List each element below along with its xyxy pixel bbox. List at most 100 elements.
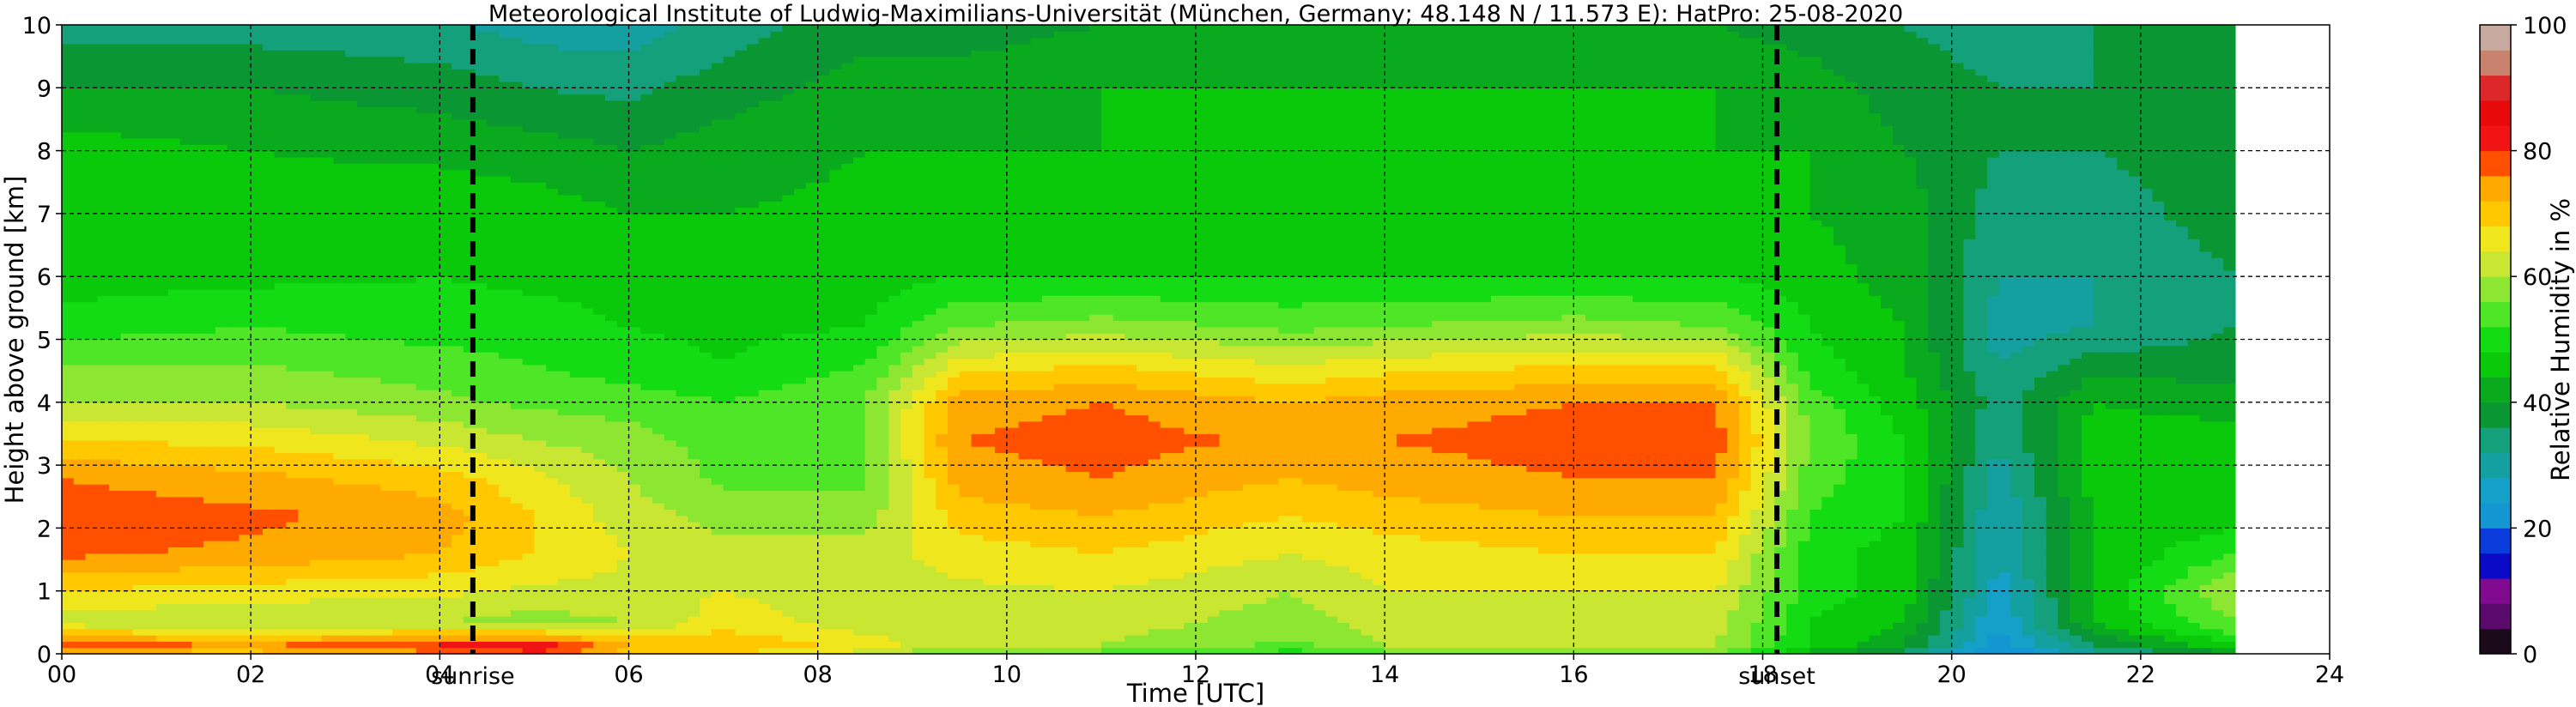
heatmap-cell — [333, 647, 346, 654]
heatmap-cell — [427, 314, 440, 322]
heatmap-cell — [368, 163, 382, 171]
heatmap-cell — [357, 515, 370, 523]
heatmap-cell — [604, 420, 618, 428]
heatmap-cell — [510, 345, 524, 353]
heatmap-cell — [616, 647, 630, 654]
heatmap-cell — [546, 43, 559, 51]
heatmap-cell — [452, 522, 464, 529]
heatmap-cell — [73, 622, 87, 630]
heatmap-cell — [368, 251, 382, 258]
heatmap-cell — [73, 578, 87, 585]
heatmap-cell — [546, 383, 559, 390]
heatmap-cell — [62, 390, 75, 397]
heatmap-cell — [463, 220, 476, 227]
heatmap-cell — [463, 144, 476, 152]
heatmap-cell — [499, 226, 512, 233]
heatmap-cell — [262, 408, 276, 416]
heatmap-cell — [262, 81, 276, 88]
heatmap-cell — [167, 490, 181, 498]
heatmap-cell — [167, 50, 181, 57]
heatmap-cell — [309, 578, 323, 585]
heatmap-cell — [227, 622, 240, 630]
heatmap-cell — [427, 402, 440, 409]
heatmap-cell — [546, 94, 559, 101]
heatmap-cell — [640, 94, 653, 101]
heatmap-cell — [227, 137, 240, 145]
heatmap-cell — [109, 220, 122, 227]
heatmap-cell — [156, 207, 169, 215]
heatmap-cell — [557, 257, 571, 265]
heatmap-cell — [227, 509, 240, 517]
heatmap-cell — [616, 251, 630, 258]
heatmap-cell — [321, 144, 335, 152]
heatmap-cell — [380, 118, 393, 126]
heatmap-cell — [85, 131, 98, 139]
heatmap-cell — [452, 496, 464, 504]
heatmap-cell — [239, 75, 252, 82]
heatmap-cell — [534, 251, 547, 258]
heatmap-cell — [593, 125, 606, 133]
heatmap-cell — [167, 112, 181, 120]
heatmap-cell — [345, 194, 358, 202]
heatmap-cell — [357, 541, 370, 547]
heatmap-cell — [427, 239, 440, 246]
heatmap-cell — [333, 69, 346, 76]
heatmap-cell — [452, 396, 464, 403]
heatmap-cell — [215, 100, 228, 107]
heatmap-cell — [522, 616, 536, 623]
heatmap-area — [62, 25, 2236, 654]
heatmap-cell — [345, 647, 358, 654]
heatmap-cell — [616, 333, 630, 341]
heatmap-cell — [73, 439, 87, 447]
heatmap-cell — [487, 584, 500, 592]
heatmap-cell — [239, 37, 252, 45]
heatmap-cell — [415, 245, 429, 252]
heatmap-cell — [203, 553, 216, 560]
heatmap-cell — [475, 182, 488, 190]
heatmap-cell — [309, 62, 323, 69]
heatmap-cell — [73, 541, 87, 547]
heatmap-cell — [167, 88, 181, 95]
heatmap-cell — [85, 522, 98, 529]
heatmap-cell — [510, 175, 524, 183]
heatmap-cell — [546, 635, 559, 642]
heatmap-cell — [286, 150, 299, 158]
heatmap-cell — [239, 320, 252, 328]
heatmap-cell — [85, 156, 98, 164]
heatmap-cell — [522, 383, 536, 390]
heatmap-cell — [73, 509, 87, 517]
heatmap-cell — [215, 414, 228, 422]
heatmap-cell — [616, 433, 630, 441]
heatmap-cell — [132, 232, 145, 239]
heatmap-cell — [487, 402, 500, 409]
heatmap-cell — [604, 471, 618, 479]
heatmap-cell — [179, 616, 192, 623]
heatmap-cell — [262, 528, 276, 535]
heatmap-cell — [109, 251, 122, 258]
heatmap-cell — [62, 515, 75, 523]
heatmap-cell — [357, 56, 370, 63]
heatmap-cell — [144, 352, 157, 360]
heatmap-cell — [85, 547, 98, 554]
heatmap-cell — [534, 339, 547, 347]
heatmap-cell — [499, 534, 512, 541]
heatmap-cell — [616, 175, 630, 183]
heatmap-cell — [569, 314, 583, 322]
heatmap-cell — [640, 383, 653, 390]
heatmap-cell — [144, 490, 157, 498]
heatmap-cell — [333, 118, 346, 126]
heatmap-cell — [546, 571, 559, 579]
heatmap-cell — [239, 220, 252, 227]
heatmap-cell — [156, 163, 169, 171]
heatmap-cell — [475, 232, 488, 239]
heatmap-cell — [262, 239, 276, 246]
heatmap-cell — [463, 433, 476, 441]
heatmap-cell — [345, 534, 358, 541]
heatmap-cell — [144, 534, 157, 541]
heatmap-cell — [557, 635, 571, 642]
heatmap-cell — [522, 31, 536, 39]
heatmap-cell — [546, 251, 559, 258]
heatmap-cell — [73, 62, 87, 69]
heatmap-cell — [203, 377, 216, 384]
heatmap-cell — [522, 251, 536, 258]
